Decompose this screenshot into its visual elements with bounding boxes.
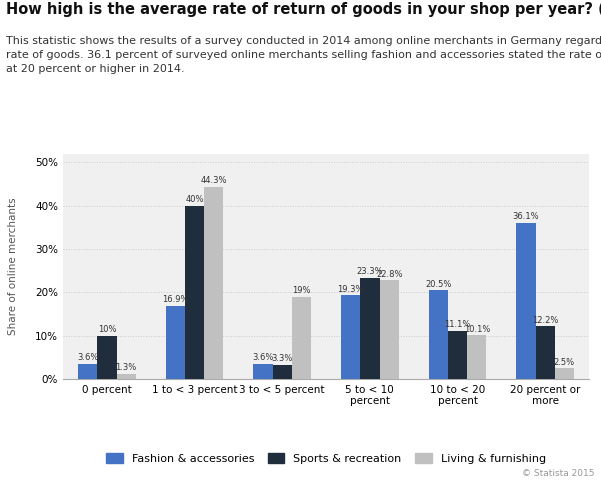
Bar: [516, 223, 535, 379]
Bar: [292, 297, 311, 379]
Text: © Statista 2015: © Statista 2015: [522, 468, 595, 478]
Text: 2.5%: 2.5%: [554, 358, 575, 367]
Text: 44.3%: 44.3%: [201, 176, 227, 185]
Text: 36.1%: 36.1%: [513, 212, 539, 221]
Text: 3.6%: 3.6%: [252, 353, 273, 362]
Bar: [273, 365, 292, 379]
Bar: [166, 306, 185, 379]
Bar: [97, 336, 117, 379]
Bar: [429, 290, 448, 379]
Text: 19%: 19%: [292, 286, 311, 295]
Bar: [117, 373, 136, 379]
Text: 20.5%: 20.5%: [425, 279, 451, 288]
Text: 23.3%: 23.3%: [356, 267, 383, 276]
Text: 10%: 10%: [98, 325, 116, 334]
Text: This statistic shows the results of a survey conducted in 2014 among online merc: This statistic shows the results of a su…: [6, 36, 601, 74]
Text: 19.3%: 19.3%: [337, 285, 364, 294]
Legend: Fashion & accessories, Sports & recreation, Living & furnishing: Fashion & accessories, Sports & recreati…: [101, 448, 551, 469]
Y-axis label: Share of online merchants: Share of online merchants: [8, 198, 19, 335]
Bar: [78, 363, 97, 379]
Bar: [467, 336, 486, 379]
Bar: [360, 278, 379, 379]
Text: How high is the average rate of return of goods in your shop per year? (Germany,: How high is the average rate of return o…: [6, 2, 601, 17]
Bar: [448, 331, 467, 379]
Text: 11.1%: 11.1%: [444, 320, 471, 329]
Bar: [185, 205, 204, 379]
Text: 1.3%: 1.3%: [115, 363, 137, 372]
Bar: [555, 368, 574, 379]
Text: 3.3%: 3.3%: [272, 354, 293, 363]
Bar: [341, 296, 360, 379]
Text: 16.9%: 16.9%: [162, 295, 189, 304]
Bar: [253, 363, 273, 379]
Text: 3.6%: 3.6%: [77, 353, 99, 362]
Bar: [204, 187, 224, 379]
Text: 12.2%: 12.2%: [532, 315, 558, 324]
Text: 40%: 40%: [185, 195, 204, 204]
Bar: [379, 280, 399, 379]
Text: 22.8%: 22.8%: [376, 270, 403, 278]
Bar: [535, 326, 555, 379]
Text: 10.1%: 10.1%: [463, 324, 490, 334]
